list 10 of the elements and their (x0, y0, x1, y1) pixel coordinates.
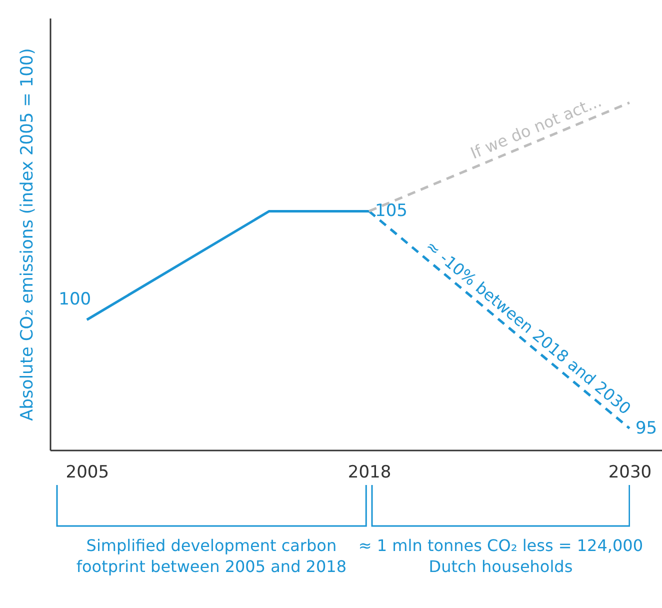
text: ≈ 1 mln tonnes CO₂ less = 124,000 Dutch households (357, 536, 644, 578)
x-tick-label: 2018 (348, 462, 392, 482)
data-label: 95 (635, 418, 658, 438)
x-tick-label: 2005 (66, 462, 110, 482)
x-tick-label: 2030 (608, 462, 652, 482)
text: If we do not act... (468, 91, 604, 163)
text: Simplified development carbon footprint between 2005 and 2018 (75, 536, 348, 578)
y-axis-title: Absolute CO₂ emissions (index 2005 = 100) (18, 48, 38, 421)
data-label: 105 (375, 201, 408, 222)
data-label: 100 (58, 290, 92, 310)
